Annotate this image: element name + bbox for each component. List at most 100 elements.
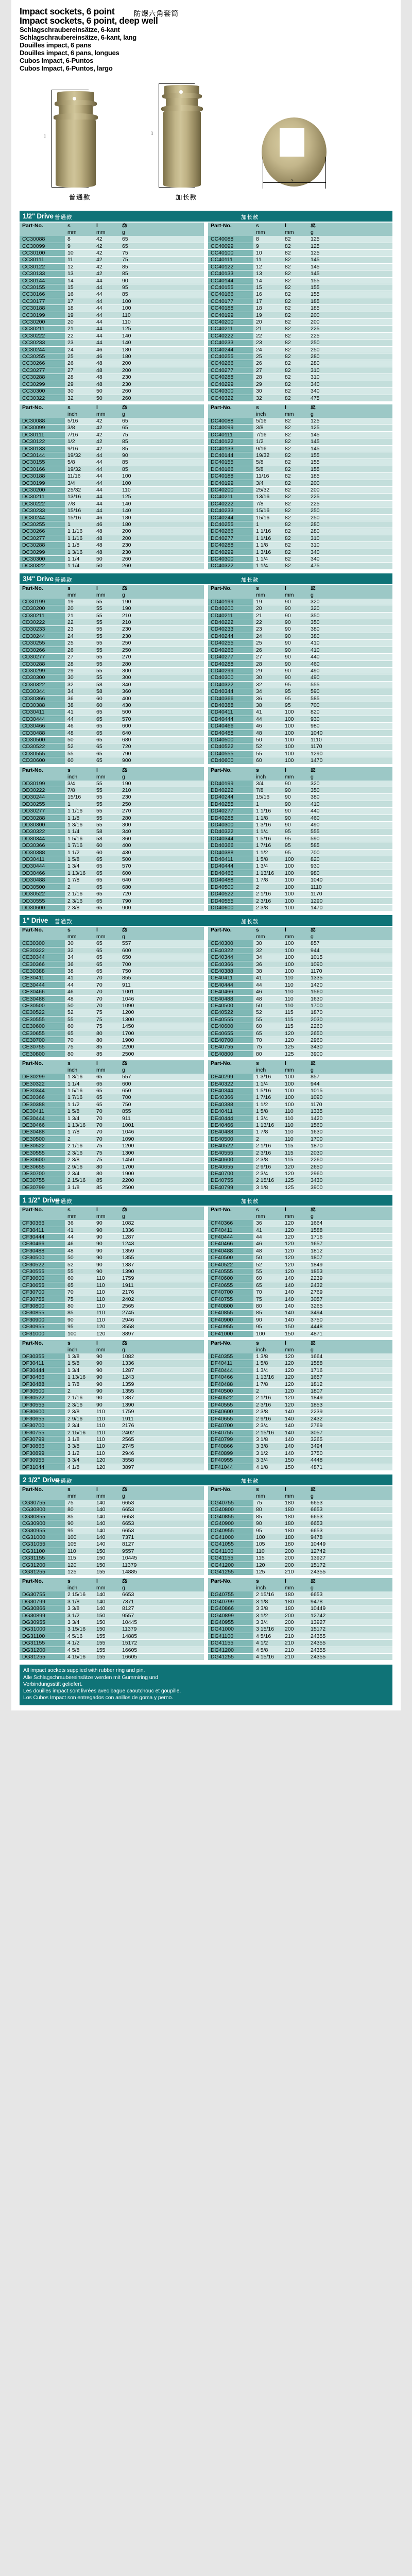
table-row[interactable]: DD30277 1 1/16 55 270: [20, 807, 204, 815]
table-row[interactable]: DE40522 2 1/16 115 1870: [208, 1142, 392, 1150]
table-row[interactable]: CE30700 70 80 1900: [20, 1037, 204, 1044]
table-row[interactable]: DG40899 3 1/2 200 12742: [208, 1612, 392, 1620]
table-row[interactable]: DG30866 3 3/8 140 8127: [20, 1605, 204, 1613]
table-row[interactable]: CD30500 50 65 680: [20, 736, 204, 744]
table-row[interactable]: CC40122 12 82 145: [208, 263, 392, 271]
table-row[interactable]: CF30800 80 110 2565: [20, 1302, 204, 1310]
table-row[interactable]: DC30155 5/8 44 85: [20, 459, 204, 466]
table-row[interactable]: DC30133 9/16 42 85: [20, 445, 204, 452]
table-row[interactable]: DE30299 1 3/16 65 557: [20, 1074, 204, 1081]
table-row[interactable]: CC30088 8 42 65: [20, 236, 204, 243]
table-row[interactable]: CD30388 38 60 430: [20, 702, 204, 709]
table-row[interactable]: DG41255 4 15/16 210 24355: [208, 1653, 392, 1661]
table-row[interactable]: DD30300 1 3/16 55 300: [20, 821, 204, 829]
table-row[interactable]: CF40522 52 120 1849: [208, 1261, 392, 1268]
table-row[interactable]: CC30166 16 44 85: [20, 291, 204, 298]
table-row[interactable]: DG30755 2 15/16 140 6653: [20, 1591, 204, 1599]
table-row[interactable]: CC30188 18 44 100: [20, 304, 204, 312]
table-row[interactable]: DC40266 1 1/16 82 280: [208, 528, 392, 535]
table-row[interactable]: DD30366 1 7/16 60 400: [20, 842, 204, 850]
table-row[interactable]: DD30488 1 7/8 65 640: [20, 876, 204, 884]
table-row[interactable]: DC40300 1 1/4 82 340: [208, 555, 392, 563]
table-row[interactable]: DE30366 1 7/16 65 700: [20, 1094, 204, 1101]
table-row[interactable]: CD30344 34 58 360: [20, 688, 204, 696]
table-row[interactable]: DC40299 1 3/16 82 340: [208, 549, 392, 556]
table-row[interactable]: DD30411 1 5/8 65 500: [20, 856, 204, 863]
table-row[interactable]: CD40211 21 90 350: [208, 612, 392, 620]
table-row[interactable]: CD40233 23 90 380: [208, 625, 392, 633]
table-row[interactable]: DC40122 1/2 82 145: [208, 438, 392, 446]
table-row[interactable]: DE40344 1 5/16 100 1015: [208, 1087, 392, 1095]
table-row[interactable]: CG31255 125 155 14885: [20, 1568, 204, 1576]
table-row[interactable]: DE40411 1 5/8 110 1335: [208, 1108, 392, 1115]
table-row[interactable]: CC30322 32 50 260: [20, 395, 204, 402]
table-row[interactable]: DC40133 9/16 82 145: [208, 445, 392, 452]
table-row[interactable]: CF30755 75 110 2402: [20, 1296, 204, 1303]
table-row[interactable]: DD40600 2 3/8 100 1470: [208, 904, 392, 912]
table-row[interactable]: DE30444 1 3/4 70 911: [20, 1115, 204, 1123]
table-row[interactable]: DD40344 1 5/16 95 590: [208, 835, 392, 843]
table-row[interactable]: CC40155 15 82 155: [208, 284, 392, 292]
table-row[interactable]: DF40444 1 3/4 120 1716: [208, 1367, 392, 1375]
table-row[interactable]: CF40600 60 140 2239: [208, 1275, 392, 1282]
table-row[interactable]: CC40200 20 82 200: [208, 318, 392, 326]
table-row[interactable]: DE40655 2 9/16 120 2650: [208, 1163, 392, 1171]
table-row[interactable]: DE30466 1 13/16 70 1001: [20, 1122, 204, 1129]
table-row[interactable]: DE30522 2 1/16 75 1200: [20, 1142, 204, 1150]
table-row[interactable]: DG41155 4 1/2 210 24355: [208, 1639, 392, 1647]
table-row[interactable]: DD40466 1 13/16 100 980: [208, 870, 392, 877]
table-row[interactable]: CF30655 65 110 1911: [20, 1282, 204, 1290]
table-row[interactable]: CD30411 41 65 500: [20, 708, 204, 716]
table-row[interactable]: DG41200 4 5/8 210 24355: [208, 1647, 392, 1654]
table-row[interactable]: CC40277 27 82 310: [208, 367, 392, 375]
table-row[interactable]: DF40555 2 3/16 120 1853: [208, 1401, 392, 1409]
table-row[interactable]: DC30099 3/8 42 65: [20, 424, 204, 432]
table-row[interactable]: DE30755 2 15/16 85 2200: [20, 1177, 204, 1184]
table-row[interactable]: DF30955 3 3/4 120 3558: [20, 1456, 204, 1464]
table-row[interactable]: CD40222 22 90 350: [208, 619, 392, 626]
table-row[interactable]: DF40600 2 3/8 140 2239: [208, 1408, 392, 1416]
table-row[interactable]: DF30488 1 7/8 90 1359: [20, 1381, 204, 1388]
table-row[interactable]: DC30299 1 3/16 48 230: [20, 549, 204, 556]
table-row[interactable]: DF30355 1 3/8 90 1082: [20, 1353, 204, 1361]
table-row[interactable]: CD30288 28 55 280: [20, 660, 204, 668]
table-row[interactable]: DD30555 2 3/16 65 790: [20, 897, 204, 905]
table-row[interactable]: CE30300 30 65 557: [20, 940, 204, 947]
table-row[interactable]: CG31055 105 140 8127: [20, 1540, 204, 1548]
table-row[interactable]: CD30255 25 55 250: [20, 639, 204, 647]
table-row[interactable]: CC30300 30 50 260: [20, 387, 204, 395]
table-row[interactable]: CF40500 50 120 1807: [208, 1254, 392, 1262]
table-row[interactable]: CD40555 55 100 1290: [208, 750, 392, 758]
table-row[interactable]: DF31044 4 1/8 120 3897: [20, 1464, 204, 1471]
table-row[interactable]: CD30222 22 55 210: [20, 619, 204, 626]
table-row[interactable]: DF40500 2 120 1807: [208, 1387, 392, 1395]
table-row[interactable]: DE40555 2 3/16 115 2030: [208, 1149, 392, 1157]
table-row[interactable]: DF40655 2 9/16 140 2432: [208, 1415, 392, 1423]
table-row[interactable]: CD30266 26 55 250: [20, 647, 204, 654]
table-row[interactable]: CE40600 60 115 2260: [208, 1023, 392, 1030]
table-row[interactable]: DD30255 1 55 250: [20, 801, 204, 808]
table-row[interactable]: CG40955 95 180 6653: [208, 1527, 392, 1534]
table-row[interactable]: CE40466 46 110 1560: [208, 988, 392, 996]
table-row[interactable]: CD30300 30 55 300: [20, 674, 204, 682]
table-row[interactable]: DE40500 2 110 1700: [208, 1136, 392, 1143]
table-row[interactable]: CD30600 60 65 900: [20, 757, 204, 765]
table-row[interactable]: DE40488 1 7/8 110 1630: [208, 1128, 392, 1136]
table-row[interactable]: CE40344 34 100 1015: [208, 954, 392, 961]
table-row[interactable]: DE40388 1 1/2 100 1170: [208, 1101, 392, 1109]
table-row[interactable]: DD40222 7/8 90 350: [208, 787, 392, 794]
table-row[interactable]: DF30444 1 3/4 90 1287: [20, 1367, 204, 1375]
table-row[interactable]: DF30899 3 1/2 110 2946: [20, 1450, 204, 1458]
table-row[interactable]: CD40244 24 90 380: [208, 633, 392, 640]
table-row[interactable]: DE40700 2 3/4 120 2960: [208, 1170, 392, 1178]
table-row[interactable]: DF40700 2 3/4 140 2769: [208, 1422, 392, 1430]
table-row[interactable]: CF30488 48 90 1359: [20, 1247, 204, 1255]
table-row[interactable]: DC30322 1 1/4 50 260: [20, 562, 204, 570]
table-row[interactable]: DC40111 7/16 82 145: [208, 431, 392, 439]
table-row[interactable]: DG30955 3 3/4 150 10445: [20, 1619, 204, 1626]
table-row[interactable]: DD40366 1 7/16 95 585: [208, 842, 392, 850]
table-row[interactable]: CC40100 10 82 125: [208, 249, 392, 257]
table-row[interactable]: CE30322 32 65 600: [20, 947, 204, 955]
table-row[interactable]: DF40466 1 13/16 120 1657: [208, 1374, 392, 1381]
table-row[interactable]: DD40288 1 1/8 90 460: [208, 815, 392, 822]
